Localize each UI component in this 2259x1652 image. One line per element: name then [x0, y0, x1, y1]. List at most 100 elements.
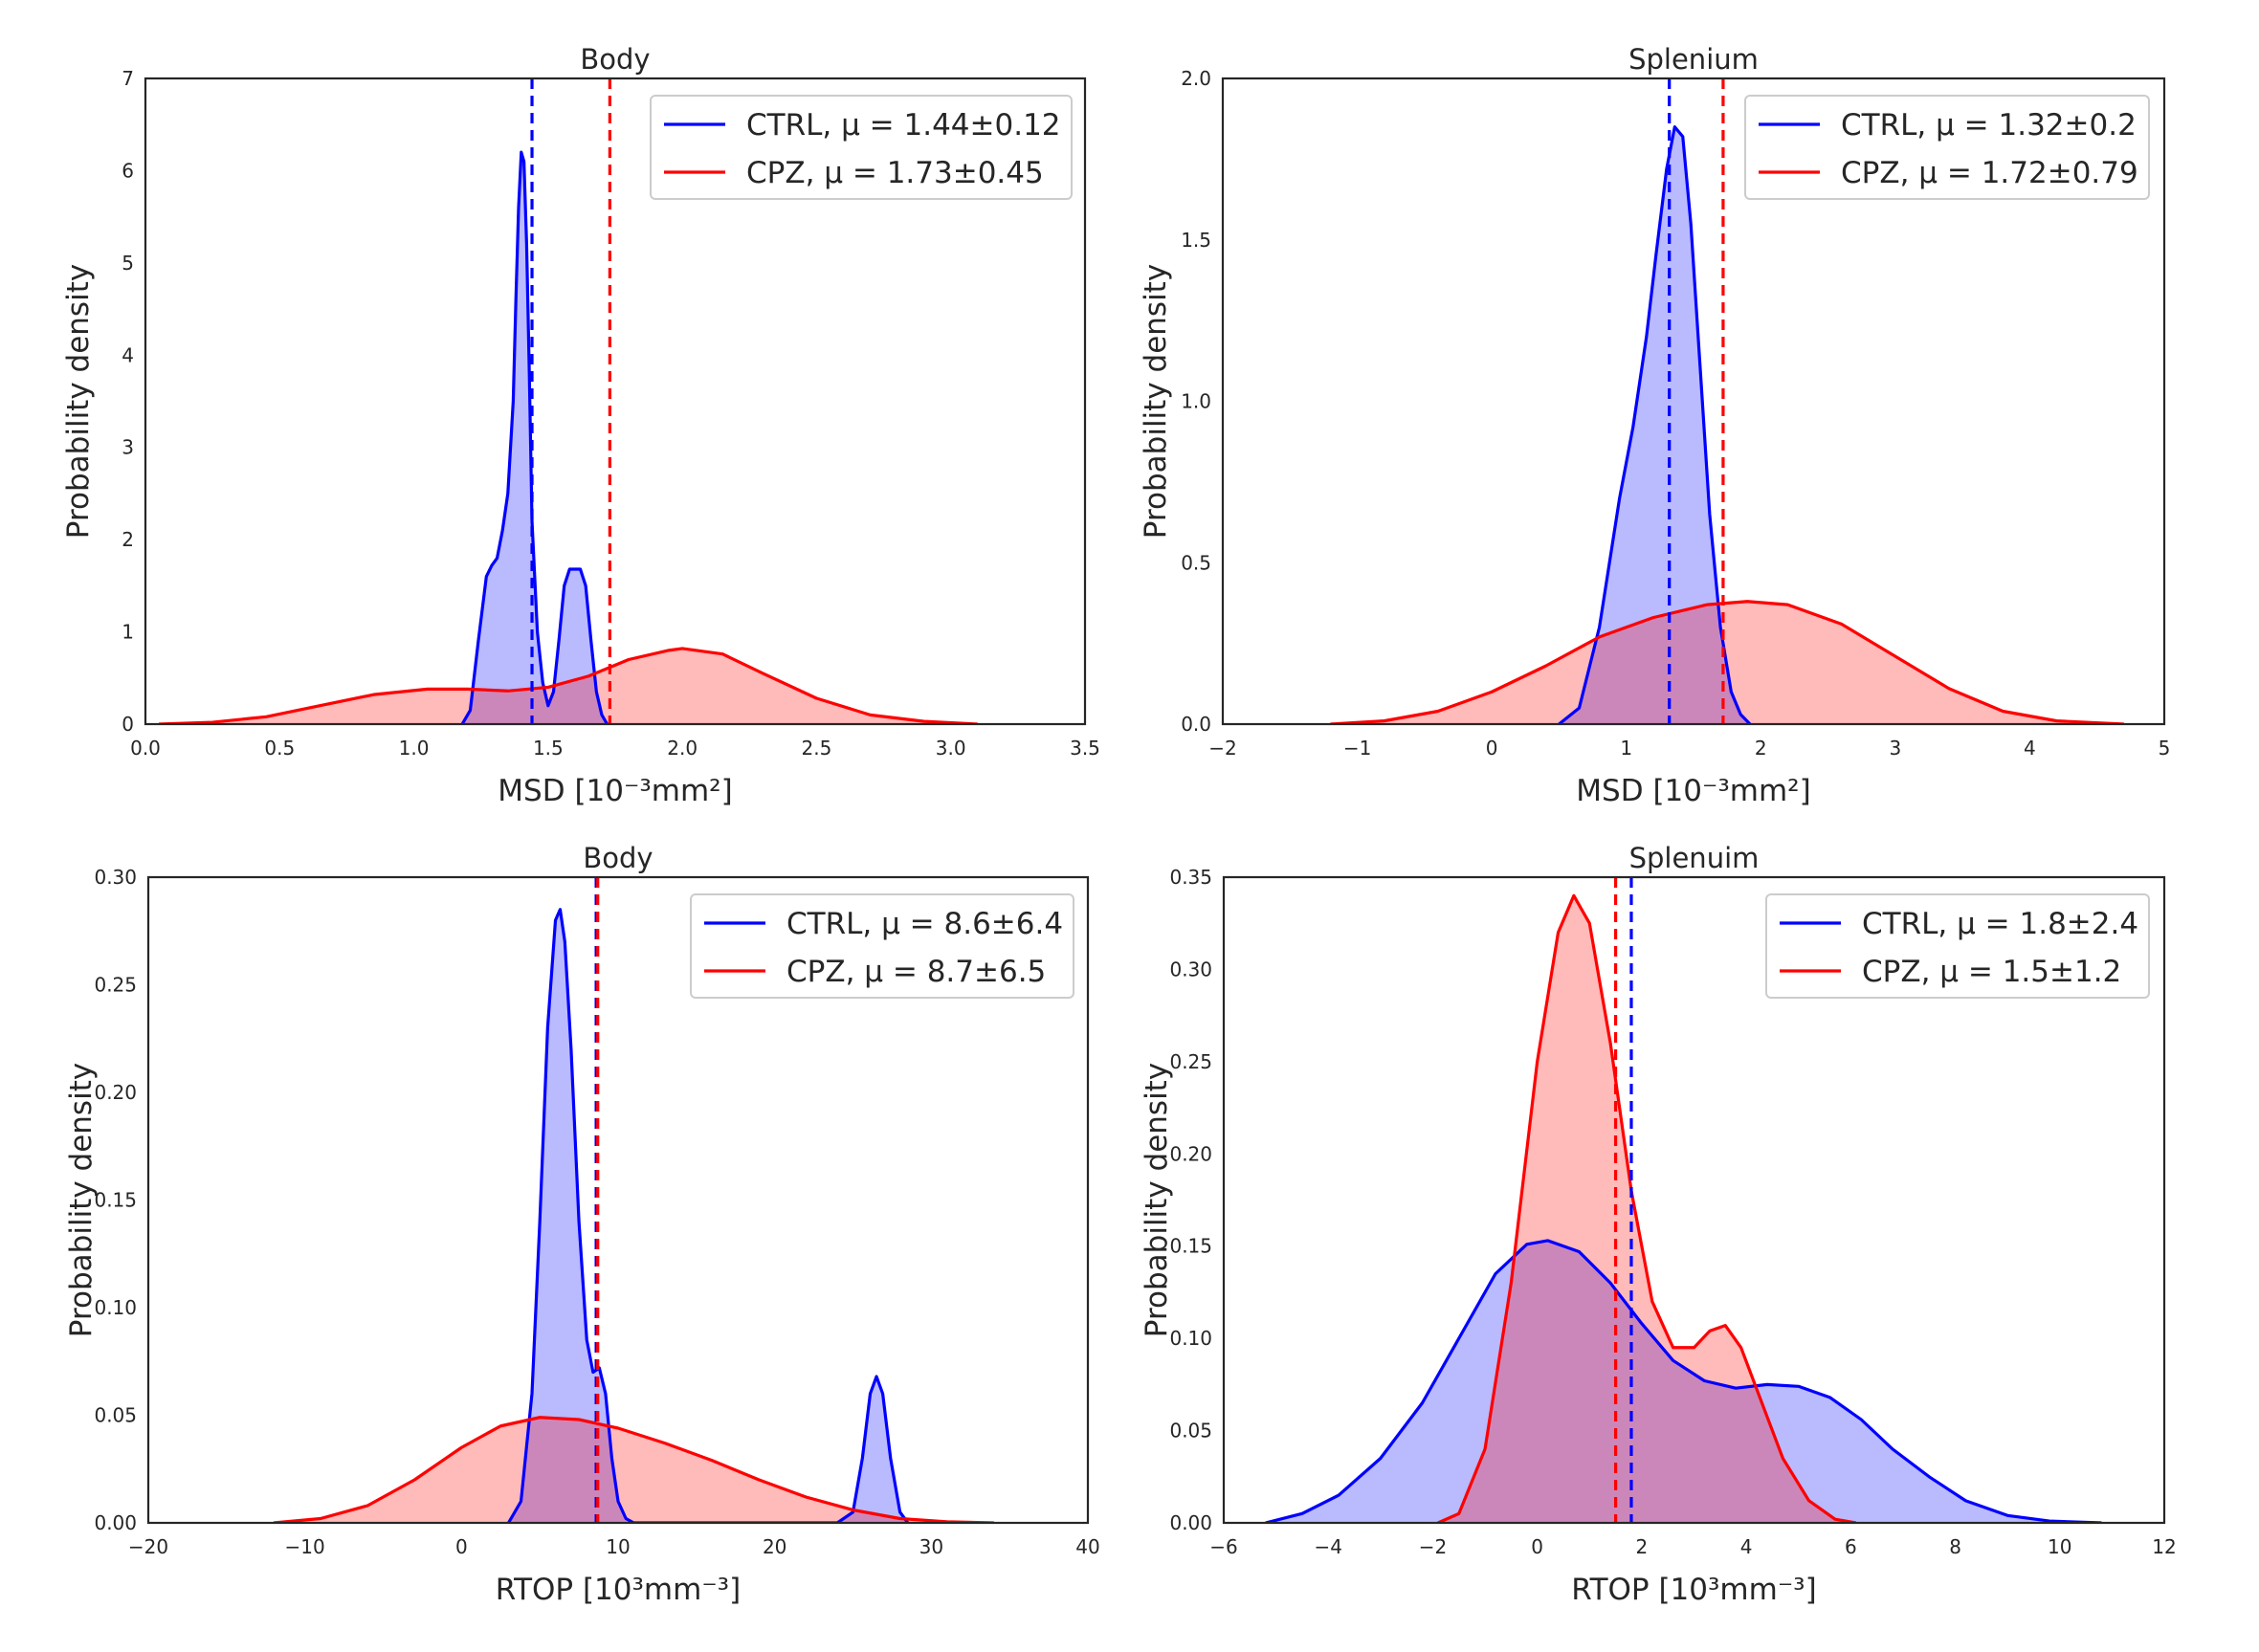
x-tick-label: 0.0	[130, 737, 161, 760]
plot-area	[1265, 877, 2102, 1523]
axes-frame	[1221, 77, 2166, 726]
x-tick-label: −10	[285, 1535, 325, 1558]
legend-label-ctrl: CTRL, μ = 1.44±0.12	[746, 108, 1061, 143]
y-axis-label: Probability density	[61, 264, 96, 539]
axes-frame	[146, 875, 1090, 1525]
y-tick-label: 0.15	[1169, 1235, 1212, 1258]
density-line-cpz	[273, 1416, 994, 1523]
density-line-ctrl	[507, 908, 910, 1523]
y-tick-label: 0.25	[1169, 1050, 1212, 1073]
y-tick-label: 0.15	[94, 1189, 137, 1212]
y-tick-label: 3	[122, 436, 134, 459]
x-tick-label: 4	[2024, 737, 2036, 760]
x-tick-label: 0	[1486, 737, 1498, 760]
density-fill-cpz	[273, 1417, 994, 1523]
x-tick-label: 5	[2159, 737, 2171, 760]
plot-area	[273, 877, 994, 1523]
chart-panel-3: −20 −10 0 10 20 30 40 0.00 0.05 0.10 0.15 0.20 0.25 0…	[64, 842, 1100, 1607]
legend-label-ctrl: CTRL, μ = 8.6±6.4	[786, 907, 1063, 941]
x-tick-label: −2	[1208, 737, 1236, 760]
x-tick-label: −1	[1343, 737, 1371, 760]
x-tick-label: −20	[128, 1535, 168, 1558]
x-tick-label: 8	[1949, 1535, 1961, 1558]
y-tick-label: 1.0	[1181, 390, 1211, 413]
x-axis-label: RTOP [10³mm⁻³]	[1571, 1573, 1816, 1607]
x-tick-label: 2	[1755, 737, 1767, 760]
x-tick-label: −6	[1209, 1535, 1237, 1558]
x-tick-label: 2.0	[667, 737, 698, 760]
y-tick-label: 0	[122, 713, 134, 736]
density-fill-ctrl	[462, 152, 608, 724]
y-tick-label: 2	[122, 528, 134, 551]
x-tick-label: 0.5	[264, 737, 295, 760]
y-axis-label: Probability density	[64, 1063, 99, 1337]
legend-label-ctrl: CTRL, μ = 1.8±2.4	[1862, 907, 2138, 941]
x-tick-label: 2	[1636, 1535, 1649, 1558]
plot-area	[158, 78, 978, 724]
x-tick-label: 4	[1740, 1535, 1753, 1558]
y-tick-label: 6	[122, 159, 134, 182]
legend: CTRL, μ = 1.32±0.2 CPZ, μ = 1.72±0.79	[1744, 95, 2150, 200]
x-tick-label: 0	[1531, 1535, 1543, 1558]
density-line-ctrl	[1265, 1239, 2102, 1523]
x-tick-label: 3.5	[1070, 737, 1100, 760]
density-fill-ctrl	[1559, 126, 1751, 724]
legend-label-cpz: CPZ, μ = 1.72±0.79	[1841, 156, 2138, 190]
y-tick-label: 0.00	[1169, 1511, 1212, 1534]
legend: CTRL, μ = 1.44±0.12 CPZ, μ = 1.73±0.45	[650, 95, 1073, 200]
y-tick-label: 0.0	[1181, 713, 1211, 736]
y-tick-label: 0.05	[94, 1404, 137, 1427]
y-tick-label: 0.20	[1169, 1142, 1212, 1165]
x-tick-label: 1.5	[533, 737, 564, 760]
x-tick-label: −2	[1419, 1535, 1447, 1558]
y-tick-label: 0.20	[94, 1081, 137, 1104]
density-line-cpz	[1437, 893, 1857, 1523]
y-tick-label: 0.30	[1169, 958, 1212, 980]
chart-panel-2: −2 −1 0 1 2 3 4 5 0.0 0.5 1.0 1.5 2.0 Splenium MSD [10…	[1139, 43, 2170, 808]
legend-box	[690, 893, 1074, 999]
y-tick-label: 0.30	[94, 866, 137, 889]
x-axis-label: RTOP [10³mm⁻³]	[496, 1573, 741, 1607]
chart-panel-1: 0.0 0.5 1.0 1.5 2.0 2.5 3.0 3.5 0 1 2 3 4 5 6 7 Body MSD …	[61, 43, 1100, 808]
legend-label-cpz: CPZ, μ = 1.73±0.45	[746, 156, 1044, 190]
density-fill-cpz	[1437, 895, 1856, 1523]
y-tick-label: 7	[122, 67, 134, 90]
legend-box	[1744, 95, 2150, 200]
legend-label-ctrl: CTRL, μ = 1.32±0.2	[1841, 108, 2137, 143]
x-axis-label: MSD [10⁻³mm²]	[1576, 774, 1810, 808]
chart-title: Splenuim	[1629, 842, 1760, 874]
x-tick-label: −4	[1314, 1535, 1341, 1558]
x-tick-label: 30	[919, 1535, 943, 1558]
y-tick-label: 0.5	[1181, 551, 1211, 574]
x-tick-label: 3	[1889, 737, 1901, 760]
axes-frame	[144, 77, 1087, 726]
x-tick-label: 20	[763, 1535, 786, 1558]
y-tick-label: 4	[122, 343, 134, 366]
x-tick-label: 10	[2048, 1535, 2071, 1558]
x-tick-label: 3.0	[936, 737, 966, 760]
density-line-cpz	[158, 647, 978, 724]
y-tick-label: 0.00	[94, 1511, 137, 1534]
legend: CTRL, μ = 8.6±6.4 CPZ, μ = 8.7±6.5	[690, 893, 1074, 999]
x-tick-label: 2.5	[802, 737, 832, 760]
x-tick-label: 6	[1845, 1535, 1857, 1558]
y-tick-label: 1.5	[1181, 229, 1211, 252]
density-line-cpz	[1330, 600, 2124, 724]
legend-label-cpz: CPZ, μ = 1.5±1.2	[1862, 955, 2121, 989]
legend: CTRL, μ = 1.8±2.4 CPZ, μ = 1.5±1.2	[1765, 893, 2150, 999]
chart-title: Body	[583, 842, 653, 874]
y-tick-label: 2.0	[1181, 67, 1211, 90]
chart-title: Body	[580, 43, 650, 76]
x-tick-label: 1	[1620, 737, 1632, 760]
y-axis-label: Probability density	[1140, 1063, 1174, 1337]
chart-panel-4: −6 −4 −2 0 2 4 6 8 10 12 0.00 0.05 0.10 0.15 0.20 0.25 0…	[1140, 842, 2177, 1607]
density-fill-cpz	[159, 648, 978, 724]
density-fill-ctrl	[508, 909, 908, 1523]
y-tick-label: 0.05	[1169, 1420, 1212, 1443]
x-tick-label: 0	[455, 1535, 468, 1558]
y-axis-label: Probability density	[1139, 264, 1173, 539]
y-tick-label: 0.25	[94, 974, 137, 997]
y-tick-label: 5	[122, 252, 134, 275]
